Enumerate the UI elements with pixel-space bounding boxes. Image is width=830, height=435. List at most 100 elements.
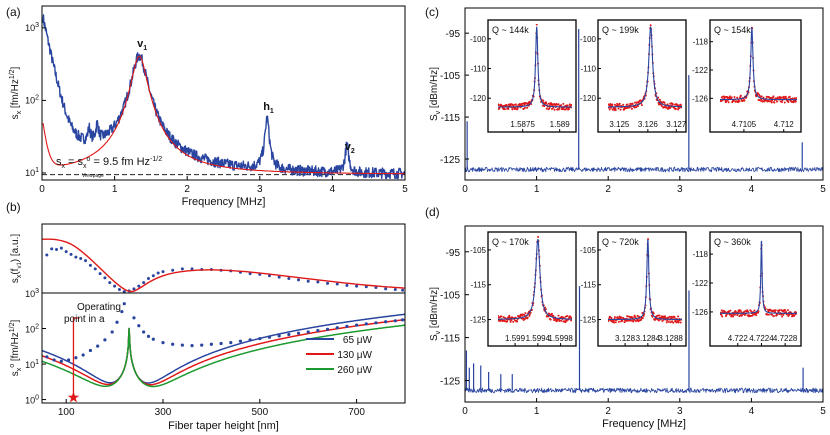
panel-c-inset-1-plot [608, 24, 682, 111]
panel-c-xtick-5: 5 [820, 184, 826, 195]
panel-b-lower-ytick-2-part-1: 2 [35, 324, 39, 331]
panel-b-legend-label-0: 65 μW [343, 335, 373, 346]
panel-c-inset-2-point-22 [728, 95, 731, 98]
panel-c-inset-0-point-20 [505, 104, 508, 107]
panel-b-upper-point-14 [113, 284, 117, 288]
panel-a-xtick-5: 5 [402, 184, 408, 195]
panel-d-inset-1-point-76 [640, 318, 643, 321]
panel-b-lower-plot [42, 302, 405, 388]
panel-b-lower-point-10 [115, 320, 119, 324]
panel-c-inset-0-xtick-0: 1.5875 [510, 120, 535, 129]
panel-c-inset-2-point-165 [793, 97, 796, 100]
panel-a-annotation-part-0: s [56, 156, 62, 168]
panel-c-inset-1-point-57 [631, 103, 634, 106]
panel-c-inset-2-point-137 [781, 100, 784, 103]
panel-c-inset-1-point-130 [663, 101, 666, 104]
panel-d-inset-1-point-136 [666, 319, 669, 322]
panel-d-inset-0-point-63 [524, 312, 527, 315]
panel-c-inset-2-frame [709, 19, 802, 133]
panel-d-inset-1-point-142 [668, 315, 671, 318]
panel-a-ytick-2-part-1: 3 [35, 22, 39, 29]
panel-d-inset-1-point-14 [613, 321, 616, 324]
panel-c-inset-2-point-143 [783, 101, 786, 104]
panel-b-upper-point-18 [132, 287, 136, 291]
panel-d-inset-1-xtick-2: 3.1288 [658, 334, 683, 343]
panel-b-lower-ytick-1-part-0: 10 [25, 360, 35, 370]
panel-b-upper-point-41 [326, 281, 330, 285]
panel-c-inset-2-ytick-2: -126 [692, 94, 709, 103]
panel-a-label-v1-part-0: v [137, 38, 144, 50]
panel-c-inset-0-point-169 [570, 104, 572, 107]
panel-d-inset-2-point-46 [739, 309, 742, 312]
panel-b-upper-point-7 [79, 257, 83, 260]
panel-b-upper-point-36 [277, 275, 281, 279]
panel-c-inset-2-point-154 [788, 95, 791, 98]
panel-d-ylabel: Sv [dBm/Hz] [429, 287, 442, 341]
panel-c-inset-2: 4.7105 4.712 -118 -122 -126 Q ~ 154k [692, 19, 802, 133]
panel-b-upper-model-line [42, 238, 405, 293]
panel-b-operating-star [67, 391, 80, 403]
panel-b-upper-point-33 [248, 272, 252, 276]
panel-a-annotation: sx = sxo = 9.5 fm Hz-1/2 [56, 156, 162, 170]
panel-d-ylabel-part-2: [dBm/Hz] [429, 287, 440, 331]
panel-b-upper-point-38 [297, 278, 301, 282]
panel-b-upper-point-40 [316, 280, 320, 284]
panel-b-lower-ytick-0-part-0: 10 [25, 396, 35, 406]
panel-b-upper-point-44 [355, 284, 359, 288]
panel-b-lower-point-20 [180, 343, 184, 347]
panel-a-ytick-1-part-0: 10 [25, 95, 35, 105]
panel-d-inset-2-point-39 [736, 313, 739, 316]
panel-c-inset-2-point-54 [743, 99, 746, 102]
panel-a-ylabel-part-4: ] [10, 66, 21, 69]
panel-d-inset-2-point-164 [793, 314, 796, 317]
panel-b-upper-point-47 [384, 287, 388, 291]
panel-d-inset-1-point-118 [658, 314, 661, 317]
panel-d-inset-2-point-76 [753, 309, 756, 312]
panel-b-upper-point-22 [151, 274, 155, 278]
panel-c-inset-2-fit [720, 27, 797, 101]
panel-d-inset-0-fit [498, 239, 572, 320]
panel-d-inset-1-point-131 [664, 315, 667, 318]
panel-c-inset-0-point-59 [522, 107, 525, 110]
panel-d-inset-0-point-68 [526, 316, 529, 319]
panel-c-inset-2-point-118 [772, 95, 775, 98]
panel-b-lower-point-26 [238, 339, 243, 343]
panel-d-inset-0-ytick-2: -125 [470, 316, 487, 325]
panel-c-inset-2-point-46 [739, 94, 742, 97]
panel-b-lower-point-0 [45, 355, 49, 359]
panel-b-lower-point-4 [74, 356, 78, 360]
panel-b-lower-xlabel: Fiber taper height [nm] [168, 420, 279, 432]
panel-c-inset-0-point-149 [561, 108, 564, 111]
panel-a-ylabel: sx [fm/Hz1/2] [9, 66, 23, 119]
panel-a-ylabel-part-2: [fm/Hz [10, 79, 21, 111]
panel-c-inset-0-point-38 [513, 108, 516, 111]
panel-d-inset-0-ytick-0: -105 [470, 246, 487, 255]
panel-c-inset-0-point-141 [558, 106, 561, 109]
panel-d-inset-1-point-61 [633, 314, 636, 317]
panel-d-inset-1-ytick-1: -115 [581, 281, 597, 290]
panel-d-inset-2-xtick-2: 4.7228 [773, 334, 798, 343]
panel-a-annotation-part-2: = s [65, 156, 84, 168]
panel-b-lower-point-1 [52, 358, 56, 362]
panel-c-inset-0-plot [498, 24, 572, 111]
panel-b-lower-series-2 [42, 324, 405, 388]
panel-c-inset-2-ytick-1: -122 [692, 66, 709, 75]
panel-b-upper-ylabel-part-0: s [10, 278, 21, 283]
panel-d-inset-0-point-110 [544, 308, 547, 311]
panel-a-ylabel-part-3: 1/2 [9, 69, 16, 79]
panel-d-inset-1-point-117 [657, 319, 660, 322]
panel-b-lower-point-34 [316, 328, 320, 333]
panel-b-upper-point-25 [171, 268, 175, 272]
panel-d-inset-2-point-108 [767, 313, 770, 316]
panel-c-inset-1-point-10 [611, 103, 614, 106]
panel-b-upper-point-42 [335, 282, 339, 286]
panel-a-label-h1-part-0: h [263, 101, 270, 113]
panel-d-inset-1-point-135 [665, 321, 668, 324]
panel-d-inset-1-ytick-2: -125 [580, 316, 597, 325]
panel-b-upper-point-3 [59, 246, 63, 250]
panel-d-frame [464, 225, 824, 403]
panel-b-lower-point-16 [146, 334, 151, 338]
panel-d-inset-2-point-119 [772, 314, 775, 317]
panel-b-operating-bracket [72, 317, 80, 396]
